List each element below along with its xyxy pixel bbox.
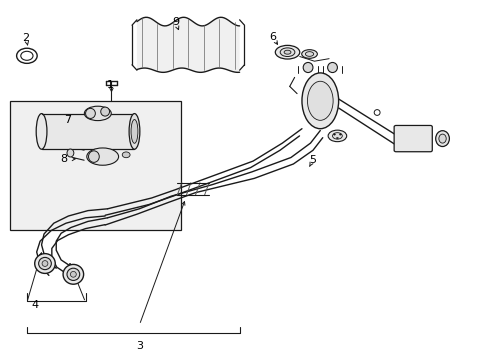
Ellipse shape [131,120,138,143]
Ellipse shape [438,134,446,143]
Ellipse shape [85,108,95,118]
Ellipse shape [67,149,74,157]
Ellipse shape [36,114,47,149]
Bar [10,101,181,230]
Text: 2: 2 [22,33,29,43]
Ellipse shape [35,253,55,274]
Ellipse shape [122,152,130,158]
Text: 3: 3 [136,341,142,351]
Ellipse shape [84,106,111,121]
Ellipse shape [336,138,338,139]
Ellipse shape [327,62,337,73]
Text: 8: 8 [60,154,67,164]
Bar [41,114,134,149]
Text: 1: 1 [106,80,113,90]
Ellipse shape [63,264,83,284]
Ellipse shape [129,114,140,149]
Polygon shape [137,17,239,72]
Ellipse shape [275,45,299,59]
Ellipse shape [301,50,317,58]
Ellipse shape [333,134,335,135]
Text: 7: 7 [64,114,71,125]
Ellipse shape [67,268,80,280]
Ellipse shape [70,271,76,277]
FancyBboxPatch shape [393,126,431,152]
Text: 9: 9 [172,17,179,27]
Ellipse shape [435,131,448,147]
Ellipse shape [307,81,332,120]
Ellipse shape [101,107,109,116]
Text: 6: 6 [269,32,276,42]
Ellipse shape [284,50,290,54]
Ellipse shape [327,130,346,142]
Ellipse shape [303,62,312,73]
Ellipse shape [339,134,341,135]
Ellipse shape [332,133,342,139]
Text: 5: 5 [309,155,316,165]
Ellipse shape [87,148,118,165]
Ellipse shape [305,52,313,56]
Ellipse shape [280,48,294,57]
Ellipse shape [88,151,99,162]
Ellipse shape [42,261,48,266]
Ellipse shape [302,73,338,129]
Ellipse shape [39,257,51,270]
Text: 4: 4 [32,300,39,310]
